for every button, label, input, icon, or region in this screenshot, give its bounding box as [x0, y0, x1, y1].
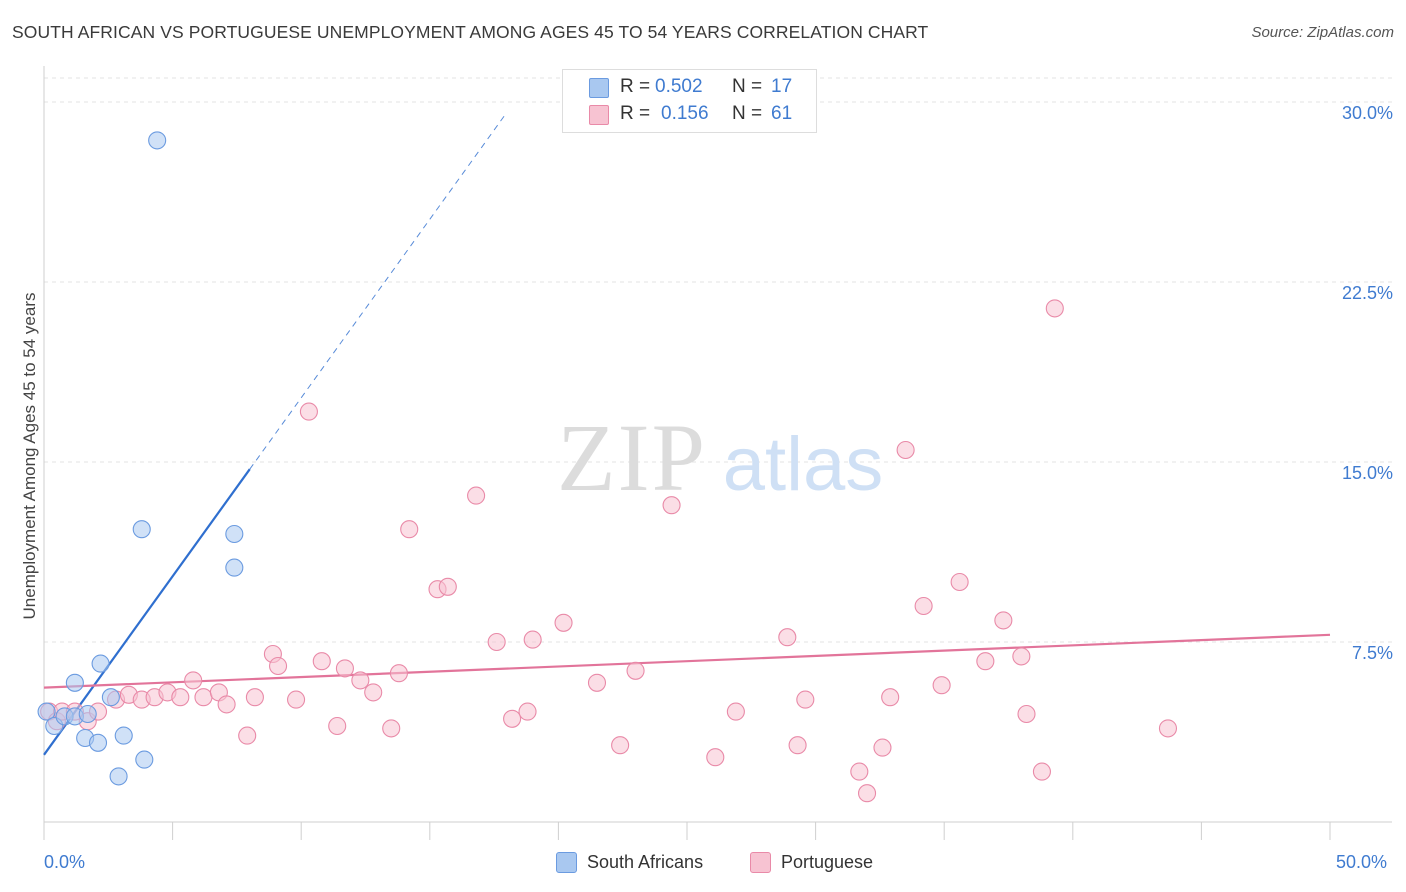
portuguese-point — [662, 496, 681, 515]
series-swatch-south-africans — [556, 852, 577, 873]
y-tick-label: 30.0% — [1341, 103, 1393, 123]
portuguese-point — [351, 671, 370, 690]
portuguese-point — [194, 688, 213, 707]
data-points — [37, 131, 1178, 803]
portuguese-point — [706, 748, 725, 767]
portuguese-point — [245, 688, 264, 707]
portuguese-point — [857, 784, 877, 803]
portuguese-point — [364, 683, 383, 702]
legend-n-label: N = — [732, 103, 763, 124]
portuguese-point — [873, 738, 892, 757]
portuguese-point — [554, 613, 573, 632]
portuguese-point — [523, 630, 542, 649]
watermark-atlas: atlas — [723, 422, 884, 507]
portuguese-point — [382, 719, 401, 738]
trend-line-portuguese — [43, 633, 1331, 689]
series-label-south-africans: South Africans — [587, 852, 704, 872]
south-africans-point — [132, 520, 151, 539]
chart-title: SOUTH AFRICAN VS PORTUGUESE UNEMPLOYMENT… — [12, 22, 929, 42]
portuguese-point — [896, 440, 915, 460]
portuguese-point — [389, 664, 408, 683]
portuguese-point — [287, 690, 306, 709]
legend-r-label: R = — [620, 76, 651, 97]
portuguese-point — [299, 402, 318, 421]
south-africans-point — [37, 702, 56, 721]
portuguese-point — [1012, 647, 1031, 666]
portuguese-point — [994, 611, 1013, 630]
watermark: ZIP atlas — [557, 404, 883, 511]
x-tick-label-min: 0.0% — [44, 852, 86, 872]
axes — [43, 66, 1392, 840]
legend-swatch-portuguese — [589, 105, 609, 125]
portuguese-point — [269, 656, 288, 676]
legend-n-value: 17 — [771, 76, 793, 97]
portuguese-point — [335, 659, 354, 678]
south-africans-point — [101, 688, 120, 707]
legend-n-value: 61 — [771, 103, 793, 124]
south-africans-point — [225, 558, 244, 577]
south-africans-point — [148, 131, 167, 150]
y-tick-label: 15.0% — [1341, 463, 1393, 483]
south-africans-point — [114, 726, 133, 745]
south-africans-point — [91, 654, 110, 673]
portuguese-point — [1045, 299, 1064, 318]
series-swatch-portuguese — [750, 852, 771, 873]
south-africans-point — [225, 524, 244, 544]
south-africans-point — [135, 750, 154, 769]
south-africans-point — [109, 767, 128, 786]
portuguese-point — [611, 736, 630, 755]
portuguese-point — [626, 661, 645, 680]
y-tick-label: 22.5% — [1341, 283, 1393, 303]
portuguese-point — [171, 688, 190, 707]
portuguese-point — [184, 671, 203, 690]
portuguese-point — [976, 652, 995, 671]
gridlines — [44, 77, 1392, 643]
series-label-portuguese: Portuguese — [781, 852, 874, 872]
portuguese-point — [487, 632, 506, 652]
portuguese-point — [438, 577, 457, 596]
portuguese-point — [850, 762, 869, 781]
south-africans-point — [65, 673, 84, 692]
watermark-zip: ZIP — [557, 404, 707, 511]
y-tick-label: 7.5% — [1351, 643, 1393, 663]
portuguese-point — [400, 520, 419, 539]
portuguese-point — [328, 716, 347, 736]
south-africans-point — [78, 704, 97, 724]
legend-n-label: N = — [732, 76, 763, 97]
portuguese-point — [796, 690, 815, 709]
portuguese-point — [1017, 704, 1036, 724]
portuguese-point — [467, 486, 486, 505]
trend-line-extension — [249, 111, 508, 470]
legend-r-value: 0.156 — [661, 103, 709, 124]
x-tick-label-max: 50.0% — [1336, 852, 1388, 872]
portuguese-point — [950, 572, 969, 592]
portuguese-point — [503, 709, 522, 728]
portuguese-point — [518, 702, 537, 721]
correlation-legend: R = 0.502 N = 17 R = 0.156 N = 61 — [562, 69, 817, 133]
portuguese-point — [312, 652, 331, 671]
portuguese-point — [914, 596, 933, 616]
source-label: Source: ZipAtlas.com — [1251, 24, 1394, 41]
south-africans-point — [88, 733, 108, 752]
legend-r-label: R = — [620, 103, 651, 124]
portuguese-point — [587, 673, 607, 692]
portuguese-point — [1158, 719, 1178, 738]
portuguese-point — [881, 688, 900, 707]
legend-swatch-south-africans — [589, 78, 609, 98]
portuguese-point — [778, 628, 797, 647]
portuguese-point — [788, 736, 807, 755]
portuguese-point — [932, 676, 951, 695]
legend-r-value: 0.502 — [655, 76, 703, 97]
portuguese-point — [726, 702, 745, 721]
portuguese-point — [1032, 762, 1051, 781]
portuguese-point — [238, 726, 257, 745]
portuguese-point — [217, 695, 236, 714]
